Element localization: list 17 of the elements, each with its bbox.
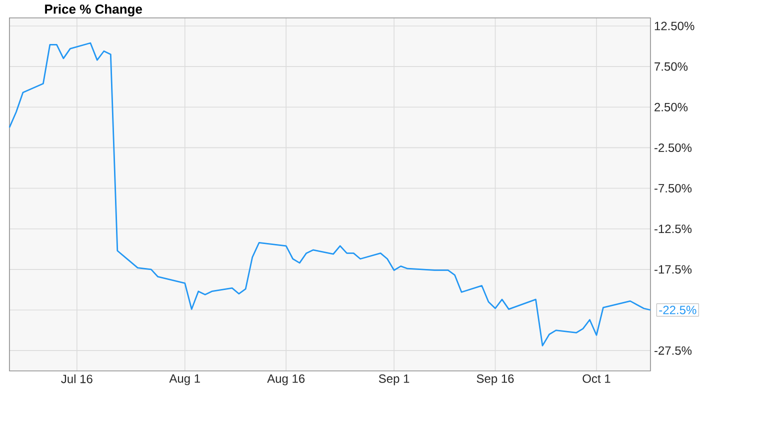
y-tick-label: -17.5% (654, 265, 692, 274)
x-tick-label: Oct 1 (582, 374, 610, 383)
y-tick-label: 7.50% (654, 62, 688, 71)
y-tick-label: -27.5% (654, 346, 692, 355)
y-tick-label: 2.50% (654, 102, 688, 112)
x-tick-label: Sep 1 (378, 374, 410, 386)
x-tick-label: Jul 16 (61, 374, 92, 384)
x-tick-label: Aug 1 (169, 374, 200, 386)
x-tick-label: Sep 16 (476, 374, 514, 386)
y-tick-label: 12.50% (654, 22, 694, 30)
line-series (8, 42, 652, 346)
chart-title: Price % Change (45, 4, 142, 16)
y-tick-label: -12.5% (654, 224, 692, 234)
annotation: -22.5% (659, 306, 696, 314)
x-tick-label: Aug 16 (267, 374, 305, 386)
y-tick-label: -2.50% (654, 143, 692, 152)
y-tick-label: -7.50% (654, 184, 692, 193)
